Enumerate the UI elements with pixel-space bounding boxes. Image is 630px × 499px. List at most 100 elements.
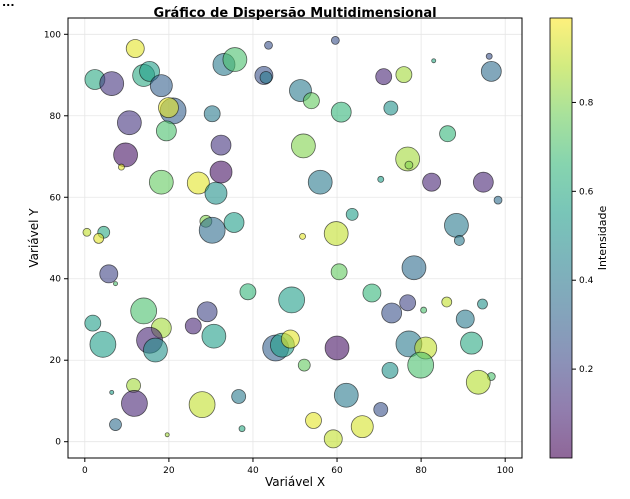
scatter-point	[148, 169, 174, 195]
scatter-point	[223, 212, 245, 233]
scatter-point	[125, 39, 145, 58]
scatter-point	[113, 281, 118, 287]
scatter-point	[201, 323, 227, 349]
scatter-point	[139, 60, 160, 82]
scatter-point	[149, 74, 173, 98]
scatter-point	[121, 390, 148, 417]
scatter-point	[82, 227, 92, 237]
scatter-point	[99, 264, 119, 284]
scatter-point	[323, 429, 343, 449]
scatter-point	[324, 335, 350, 361]
scatter-point	[109, 418, 122, 431]
scatter-point	[373, 402, 389, 417]
colorbar-tick-label: 0.6	[579, 187, 594, 197]
scatter-point	[117, 163, 125, 171]
scatter-point	[431, 58, 437, 64]
x-tick-label: 0	[82, 466, 88, 476]
y-tick-label: 100	[44, 30, 61, 40]
scatter-point	[222, 47, 248, 72]
scatter-point	[375, 68, 393, 86]
x-tick-label: 60	[331, 466, 343, 476]
scatter-point	[420, 306, 428, 314]
scatter-point	[395, 66, 413, 84]
scatter-point	[239, 283, 257, 301]
scatter-point	[113, 142, 138, 168]
x-tick-label: 40	[247, 466, 259, 476]
scatter-point	[377, 175, 385, 183]
scatter-point	[404, 160, 414, 170]
scatter-point	[307, 169, 333, 195]
scatter-point	[345, 207, 359, 221]
scatter-point	[485, 52, 493, 60]
colorbar	[549, 17, 573, 459]
scatter-point	[259, 71, 273, 84]
scatter-point	[203, 105, 221, 123]
scatter-point	[441, 296, 453, 308]
scatter-point	[209, 160, 233, 184]
scatter-point	[143, 337, 168, 363]
scatter-point	[130, 297, 158, 325]
x-tick-label: 100	[497, 466, 514, 476]
scatter-point	[401, 255, 427, 281]
chart-title: Gráfico de Dispersão Multidimensional	[153, 6, 436, 21]
scatter-point	[291, 133, 316, 159]
scatter-point	[117, 110, 142, 136]
scatter-point	[278, 286, 306, 314]
scatter-point	[330, 263, 348, 281]
scatter-point	[196, 301, 218, 323]
scatter-point	[455, 309, 475, 329]
scatter-point	[186, 171, 210, 195]
scatter-point	[362, 283, 382, 303]
scatter-point	[264, 40, 273, 50]
colorbar-tick-label: 0.8	[579, 98, 594, 108]
scatter-point	[383, 100, 399, 116]
scatter-point	[158, 97, 179, 119]
scatter-point	[333, 382, 359, 408]
x-tick-label: 20	[163, 466, 175, 476]
scatter-point	[395, 146, 421, 172]
scatter-point	[210, 134, 232, 156]
scatter-point	[381, 361, 399, 379]
scatter-point	[305, 412, 322, 429]
colorbar-tick-label: 0.2	[579, 365, 593, 375]
scatter-point	[198, 216, 226, 244]
scatter-point	[477, 298, 488, 310]
y-axis-label: Variável Y	[27, 208, 41, 268]
x-axis-label: Variável X	[265, 475, 325, 489]
scatter-point	[231, 389, 247, 404]
scatter-point	[444, 212, 469, 238]
scatter-point	[93, 233, 105, 244]
scatter-point	[422, 172, 442, 192]
scatter-point	[323, 221, 349, 246]
plot-frame	[67, 17, 523, 459]
y-tick-label: 60	[50, 193, 62, 203]
scatter-point	[89, 330, 117, 358]
scatter-point	[465, 369, 491, 395]
scatter-point	[184, 317, 202, 335]
scatter-point	[399, 294, 417, 312]
y-tick-label: 80	[50, 112, 62, 122]
corner-menu-indicator[interactable]: ...	[2, 0, 15, 9]
scatter-point	[204, 181, 228, 205]
scatter-point	[330, 36, 340, 45]
scatter-point	[99, 71, 125, 96]
scatter-point	[164, 432, 170, 438]
colorbar-tick-label: 0.4	[579, 276, 594, 286]
colorbar-label: Intensidade	[596, 206, 609, 271]
scatter-point	[330, 101, 352, 123]
scatter-point	[109, 389, 115, 395]
x-tick-label: 80	[415, 466, 427, 476]
scatter-point	[297, 358, 311, 372]
scatter-point	[350, 415, 374, 439]
scatter-point	[472, 171, 494, 193]
scatter-point	[453, 235, 465, 246]
scatter-point	[84, 314, 102, 332]
y-tick-label: 20	[50, 356, 62, 366]
scatter-point	[407, 351, 435, 379]
scatter-point	[381, 302, 403, 324]
scatter-point	[299, 232, 306, 240]
scatter-point	[280, 329, 300, 349]
scatter-point	[480, 60, 502, 82]
scatter-point	[493, 195, 503, 205]
